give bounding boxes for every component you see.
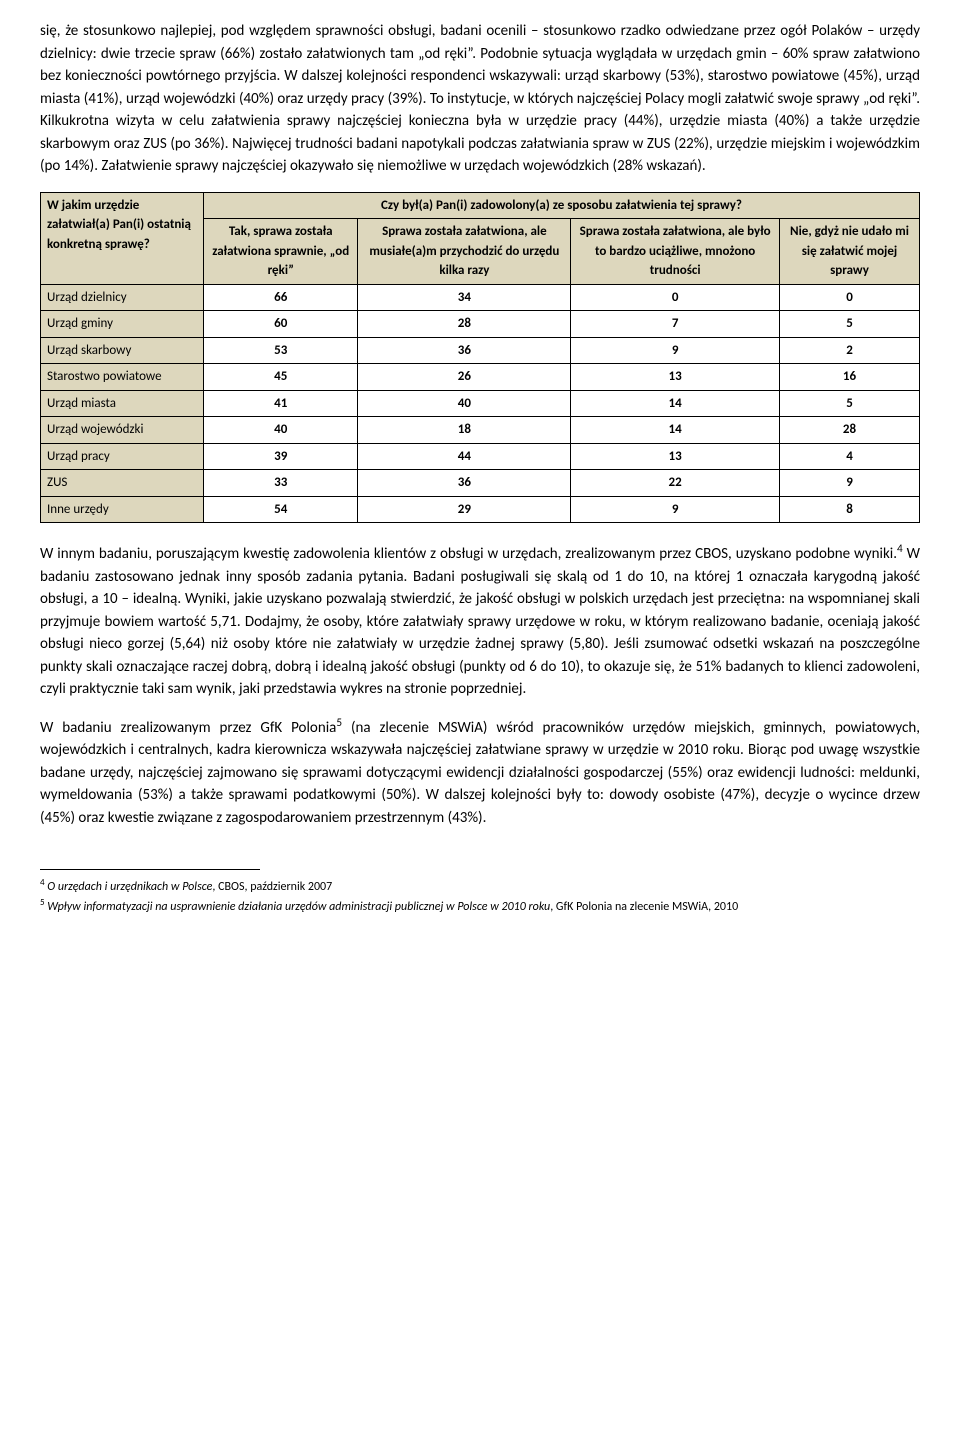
- row-label: Urząd pracy: [41, 443, 204, 470]
- table-cell: 4: [779, 443, 919, 470]
- table-cell: 36: [358, 337, 571, 364]
- table-cell: 36: [358, 470, 571, 497]
- col-header: Sprawa została załatwiona, ale musiałe(a…: [358, 219, 571, 285]
- table-cell: 34: [358, 284, 571, 311]
- table-cell: 7: [571, 311, 780, 338]
- col-header: Nie, gdyż nie udało mi się załatwić moje…: [779, 219, 919, 285]
- table-cell: 9: [571, 337, 780, 364]
- footnotes-block: 4 O urzędach i urzędnikach w Polsce, CBO…: [40, 876, 920, 916]
- footnote-rest: , GfK Polonia na zlecenie MSWiA, 2010: [550, 900, 738, 914]
- row-label: Urząd wojewódzki: [41, 417, 204, 444]
- table-cell: 53: [204, 337, 358, 364]
- table-cell: 0: [779, 284, 919, 311]
- table-cell: 5: [779, 390, 919, 417]
- table-cell: 66: [204, 284, 358, 311]
- table-cell: 9: [571, 496, 780, 523]
- body-paragraph-2: W innym badaniu, poruszającym kwestię za…: [40, 541, 920, 701]
- table-row: Urząd pracy3944134: [41, 443, 920, 470]
- table-row: Urząd wojewódzki40181428: [41, 417, 920, 444]
- row-label: Urząd skarbowy: [41, 337, 204, 364]
- row-label: Urząd miasta: [41, 390, 204, 417]
- col-header: Tak, sprawa została załatwiona sprawnie,…: [204, 219, 358, 285]
- table-cell: 28: [358, 311, 571, 338]
- row-label: Inne urzędy: [41, 496, 204, 523]
- para3-part-a: W badaniu zrealizowanym przez GfK Poloni…: [40, 719, 336, 737]
- footnote-number: 4: [40, 877, 45, 888]
- table-cell: 22: [571, 470, 780, 497]
- table-row: Urząd dzielnicy663400: [41, 284, 920, 311]
- row-label: Urząd gminy: [41, 311, 204, 338]
- table-cell: 13: [571, 364, 780, 391]
- table-cell: 45: [204, 364, 358, 391]
- table-row: Urząd gminy602875: [41, 311, 920, 338]
- footnote-rest: , CBOS, październik 2007: [212, 880, 332, 894]
- table-cell: 16: [779, 364, 919, 391]
- table-cell: 41: [204, 390, 358, 417]
- body-paragraph-3: W badaniu zrealizowanym przez GfK Poloni…: [40, 715, 920, 830]
- para2-part-b: W badaniu zastosowano jednak inny sposób…: [40, 545, 920, 698]
- para2-part-a: W innym badaniu, poruszającym kwestię za…: [40, 545, 897, 563]
- satisfaction-table: W jakim urzędzie załatwiał(a) Pan(i) ost…: [40, 192, 920, 524]
- footnote-number: 5: [40, 897, 45, 908]
- row-label: Urząd dzielnicy: [41, 284, 204, 311]
- row-label: Starostwo powiatowe: [41, 364, 204, 391]
- footnote-4: 4 O urzędach i urzędnikach w Polsce, CBO…: [40, 876, 920, 896]
- table-cell: 54: [204, 496, 358, 523]
- footnote-5: 5 Wpływ informatyzacji na usprawnienie d…: [40, 896, 920, 916]
- footnote-title: Wpływ informatyzacji na usprawnienie dzi…: [47, 900, 550, 914]
- table-cell: 40: [204, 417, 358, 444]
- table-cell: 28: [779, 417, 919, 444]
- table-cell: 0: [571, 284, 780, 311]
- table-span-header: Czy był(a) Pan(i) zadowolony(a) ze sposo…: [204, 192, 920, 219]
- col-header: Sprawa została załatwiona, ale było to b…: [571, 219, 780, 285]
- footnote-separator: [40, 869, 260, 876]
- table-cell: 39: [204, 443, 358, 470]
- table-cell: 5: [779, 311, 919, 338]
- table-row: Inne urzędy542998: [41, 496, 920, 523]
- table-cell: 29: [358, 496, 571, 523]
- table-cell: 9: [779, 470, 919, 497]
- table-row: ZUS3336229: [41, 470, 920, 497]
- row-label: ZUS: [41, 470, 204, 497]
- table-cell: 33: [204, 470, 358, 497]
- table-cell: 40: [358, 390, 571, 417]
- table-cell: 60: [204, 311, 358, 338]
- table-cell: 18: [358, 417, 571, 444]
- table-cell: 2: [779, 337, 919, 364]
- footnote-title: O urzędach i urzędnikach w Polsce: [47, 880, 212, 894]
- table-row: Urząd miasta4140145: [41, 390, 920, 417]
- body-paragraph-1: się, że stosunkowo najlepiej, pod względ…: [40, 20, 920, 178]
- table-cell: 14: [571, 417, 780, 444]
- table-corner-header: W jakim urzędzie załatwiał(a) Pan(i) ost…: [41, 192, 204, 284]
- table-cell: 13: [571, 443, 780, 470]
- table-cell: 26: [358, 364, 571, 391]
- table-cell: 14: [571, 390, 780, 417]
- table-row: Starostwo powiatowe45261316: [41, 364, 920, 391]
- table-row: Urząd skarbowy533692: [41, 337, 920, 364]
- table-cell: 44: [358, 443, 571, 470]
- table-cell: 8: [779, 496, 919, 523]
